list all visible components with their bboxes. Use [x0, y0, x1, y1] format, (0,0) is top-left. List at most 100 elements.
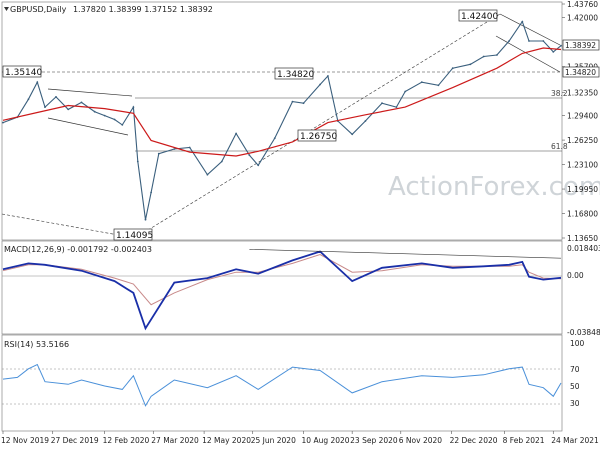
svg-text:1.34820: 1.34820: [277, 70, 314, 80]
price-point: [220, 160, 223, 163]
price-y-tick-label: 1.43760: [567, 0, 598, 9]
svg-text:1.34820: 1.34820: [565, 68, 596, 77]
channel-upper: [499, 13, 561, 46]
x-tick-label: 24 Mar 2021: [551, 436, 599, 445]
price-point: [36, 81, 39, 84]
price-point: [469, 63, 472, 66]
macd-panel-frame: [1, 240, 563, 335]
price-point: [248, 154, 251, 157]
price-point: [55, 96, 57, 98]
wedge-upper: [47, 88, 133, 97]
svg-text:1.38392: 1.38392: [565, 41, 596, 50]
x-tick-label: 23 Sep 2020: [350, 436, 398, 445]
price-point: [173, 148, 176, 150]
svg-text:1.42400: 1.42400: [461, 12, 498, 22]
price-y-tick-label: 1.26250: [567, 136, 598, 145]
price-point: [451, 67, 454, 70]
macd-y-tick-label: -0.038483: [567, 328, 600, 337]
macd-trendline: [249, 249, 562, 259]
price-point: [144, 218, 147, 221]
x-tick-label: 12 Feb 2020: [103, 436, 150, 445]
price-point: [121, 124, 124, 126]
price-point: [351, 133, 354, 136]
x-tick-label: 10 Aug 2020: [302, 436, 350, 445]
rsi-y-tick-label: 70: [570, 365, 580, 374]
price-panel-frame: [1, 1, 563, 241]
price-point: [188, 146, 191, 149]
price-point: [27, 98, 30, 101]
x-tick-label: 22 Dec 2020: [450, 436, 498, 445]
price-point: [235, 132, 238, 135]
price-point: [103, 114, 106, 117]
symbol-header: GBPUSD,Daily 1.37820 1.38399 1.37152 1.3…: [10, 5, 213, 14]
price-point: [291, 100, 294, 103]
rsi-panel-frame: [1, 334, 563, 432]
signal-line: [2, 253, 562, 306]
price-point: [2, 121, 4, 124]
price-point: [150, 191, 153, 194]
price-point: [206, 173, 209, 176]
price-point: [273, 137, 276, 140]
price-y-tick-label: 1.23100: [567, 161, 598, 170]
rsi-y-tick-label: 50: [570, 382, 580, 391]
fib-61-label: 61.8: [551, 142, 568, 151]
rsi-y-axis: 100 70 50 30: [570, 339, 585, 408]
price-point: [132, 106, 135, 108]
price-point: [496, 54, 498, 56]
price-point: [521, 20, 524, 23]
rsi-series: [2, 363, 562, 407]
price-y-axis: 1.437601.420001.357001.323501.294001.262…: [562, 0, 598, 243]
x-tick-label: 25 Jun 2020: [251, 436, 296, 445]
label-1-42400: 1.42400: [458, 9, 498, 22]
channel-lower: [495, 35, 561, 73]
price-point: [67, 108, 70, 111]
x-tick-label: 6 Nov 2020: [399, 436, 442, 445]
price-y-tick-label: 1.16800: [567, 210, 598, 219]
svg-text:1.26750: 1.26750: [300, 132, 337, 142]
svg-text:1.35140: 1.35140: [5, 68, 42, 78]
x-tick-label: 27 Dec 2019: [51, 436, 99, 445]
svg-text:1.14095: 1.14095: [116, 231, 153, 241]
sma-series: [2, 47, 562, 157]
x-tick-label: 12 Nov 2019: [1, 436, 49, 445]
price-y-tick-label: 1.19950: [567, 185, 598, 194]
sma-line: [2, 47, 562, 157]
rsi-line: [2, 363, 562, 407]
price-point: [364, 120, 367, 122]
price-point: [93, 110, 96, 113]
wedge-lower: [47, 117, 129, 136]
price-point: [44, 106, 46, 108]
label-1-26750: 1.26750: [297, 129, 337, 142]
label-1-34820-mid: 1.34820: [274, 67, 314, 80]
rsi-y-tick-label: 100: [570, 339, 585, 348]
rising-channel-line: [134, 13, 501, 239]
price-point: [528, 40, 530, 42]
price-point: [437, 84, 440, 87]
x-tick-label: 27 Mar 2020: [151, 436, 199, 445]
price-point: [508, 40, 510, 42]
macd-title: MACD(12,26,9) -0.001792 -0.002403: [4, 245, 152, 254]
symbol-dropdown-icon: [4, 7, 9, 11]
level-1-34820-box: 1.34820: [562, 66, 600, 78]
macd-series: [2, 249, 562, 331]
label-1-14095: 1.14095: [113, 228, 153, 241]
rsi-title: RSI(14) 53.5166: [4, 340, 69, 349]
price-point: [552, 51, 555, 53]
price-point: [420, 81, 423, 84]
rsi-y-tick-label: 30: [570, 399, 580, 408]
price-point: [257, 164, 260, 167]
price-y-tick-label: 1.42000: [567, 14, 598, 23]
price-point: [542, 40, 545, 42]
price-y-tick-label: 1.32350: [567, 89, 598, 98]
price-point: [482, 55, 485, 58]
price-point: [395, 106, 398, 108]
macd-y-axis: 0.018403 0.00 -0.038483: [567, 244, 600, 337]
price-point: [157, 152, 160, 155]
price-y-tick-label: 1.29400: [567, 112, 598, 121]
macd-line: [2, 250, 562, 331]
macd-y-tick-label: 0.018403: [567, 244, 600, 253]
symbol-name: GBPUSD,Daily: [10, 5, 67, 14]
price-y-tick-label: 1.13650: [567, 234, 598, 243]
price-point: [404, 90, 407, 93]
price-point: [319, 83, 321, 86]
